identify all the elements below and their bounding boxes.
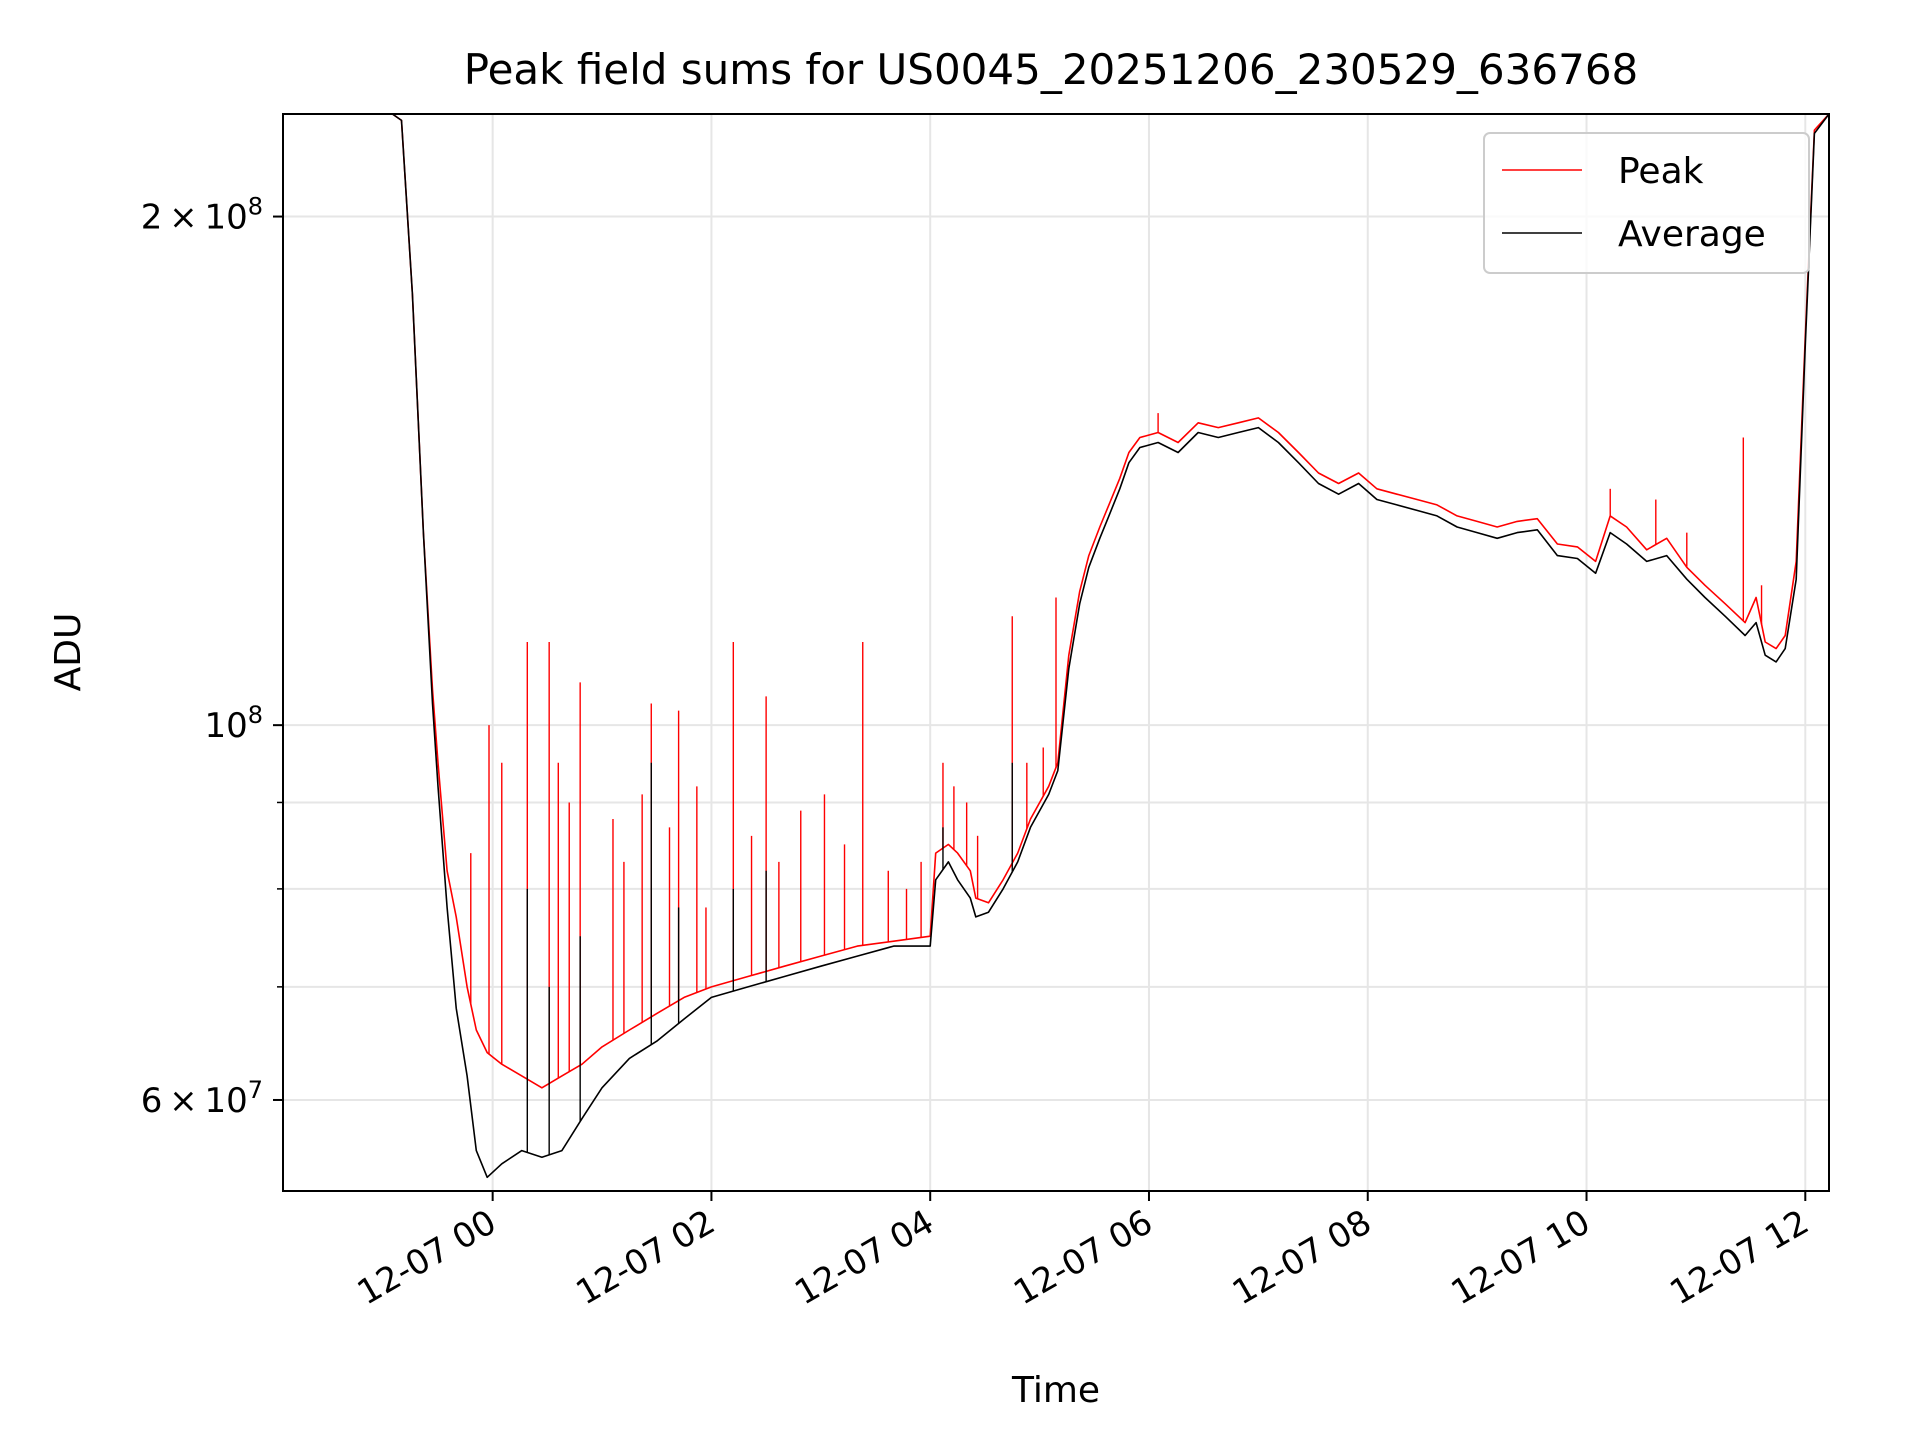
axes [282, 113, 1830, 1192]
legend-label-average: Average [1618, 214, 1766, 255]
y-tick-label: 2 × 108 [141, 193, 263, 238]
series-average [391, 114, 1829, 1179]
series-lines [391, 114, 1829, 1179]
y-tick-base: 10 [204, 706, 247, 746]
y-tick-times: × 10 [162, 1081, 247, 1121]
y-axis-label: ADU [48, 613, 89, 692]
y-tick-exponent: 7 [248, 1076, 263, 1104]
y-tick-label: 108 [204, 701, 263, 746]
x-axis-label: Time [1011, 1370, 1100, 1411]
legend-box [1483, 132, 1810, 274]
plot-frame [282, 113, 1830, 1192]
y-tick-mantissa: 2 [141, 198, 163, 238]
y-tick-mantissa: 6 [141, 1081, 163, 1121]
series-average-line [391, 114, 1829, 1179]
y-tick-times: × 10 [162, 198, 247, 238]
series-peak-line [391, 114, 1829, 1089]
legend: Peak Average [1483, 132, 1810, 274]
y-tick-exponent: 8 [248, 701, 263, 729]
y-tick-label: 6 × 107 [141, 1076, 263, 1121]
chart-title: Peak field sums for US0045_20251206_2305… [464, 45, 1639, 94]
legend-label-peak: Peak [1618, 151, 1704, 192]
y-tick-exponent: 8 [248, 193, 263, 221]
series-peak [391, 114, 1829, 1089]
